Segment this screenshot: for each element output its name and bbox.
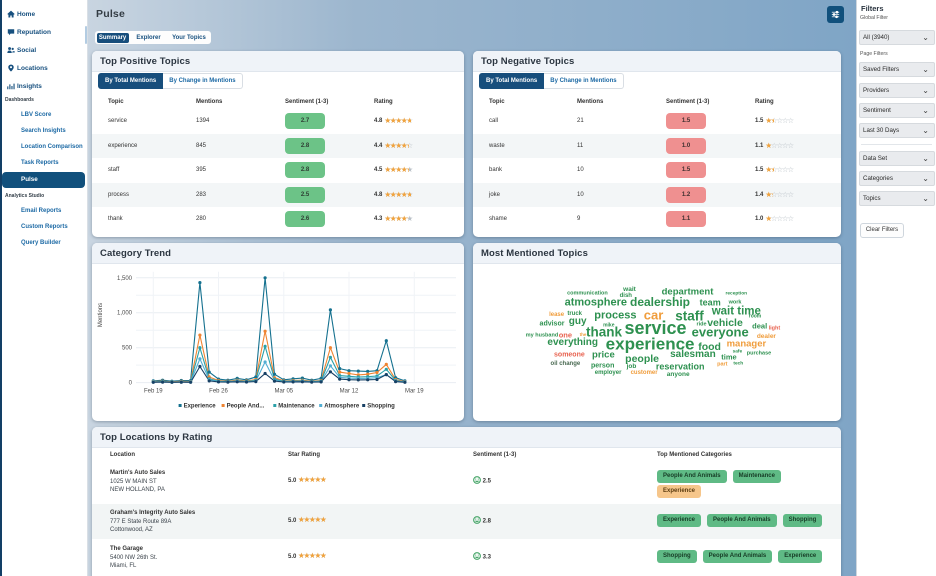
svg-text:1,000: 1,000 (117, 311, 133, 317)
svg-text:People And...: People And... (227, 404, 265, 410)
svg-text:0: 0 (129, 381, 133, 387)
svg-text:Shopping: Shopping (367, 404, 395, 410)
svg-text:Feb 19: Feb 19 (144, 389, 163, 395)
svg-text:Maintenance: Maintenance (278, 404, 315, 410)
svg-text:Mar 05: Mar 05 (274, 389, 293, 395)
svg-text:1,500: 1,500 (117, 276, 133, 282)
svg-text:Mar 19: Mar 19 (405, 389, 424, 395)
svg-text:Mar 12: Mar 12 (340, 389, 359, 395)
svg-text:Atmosphere: Atmosphere (324, 404, 360, 410)
svg-text:500: 500 (122, 346, 133, 352)
svg-text:Mentions: Mentions (98, 303, 104, 327)
svg-text:Feb 26: Feb 26 (209, 389, 228, 395)
svg-text:Experience: Experience (184, 404, 217, 410)
